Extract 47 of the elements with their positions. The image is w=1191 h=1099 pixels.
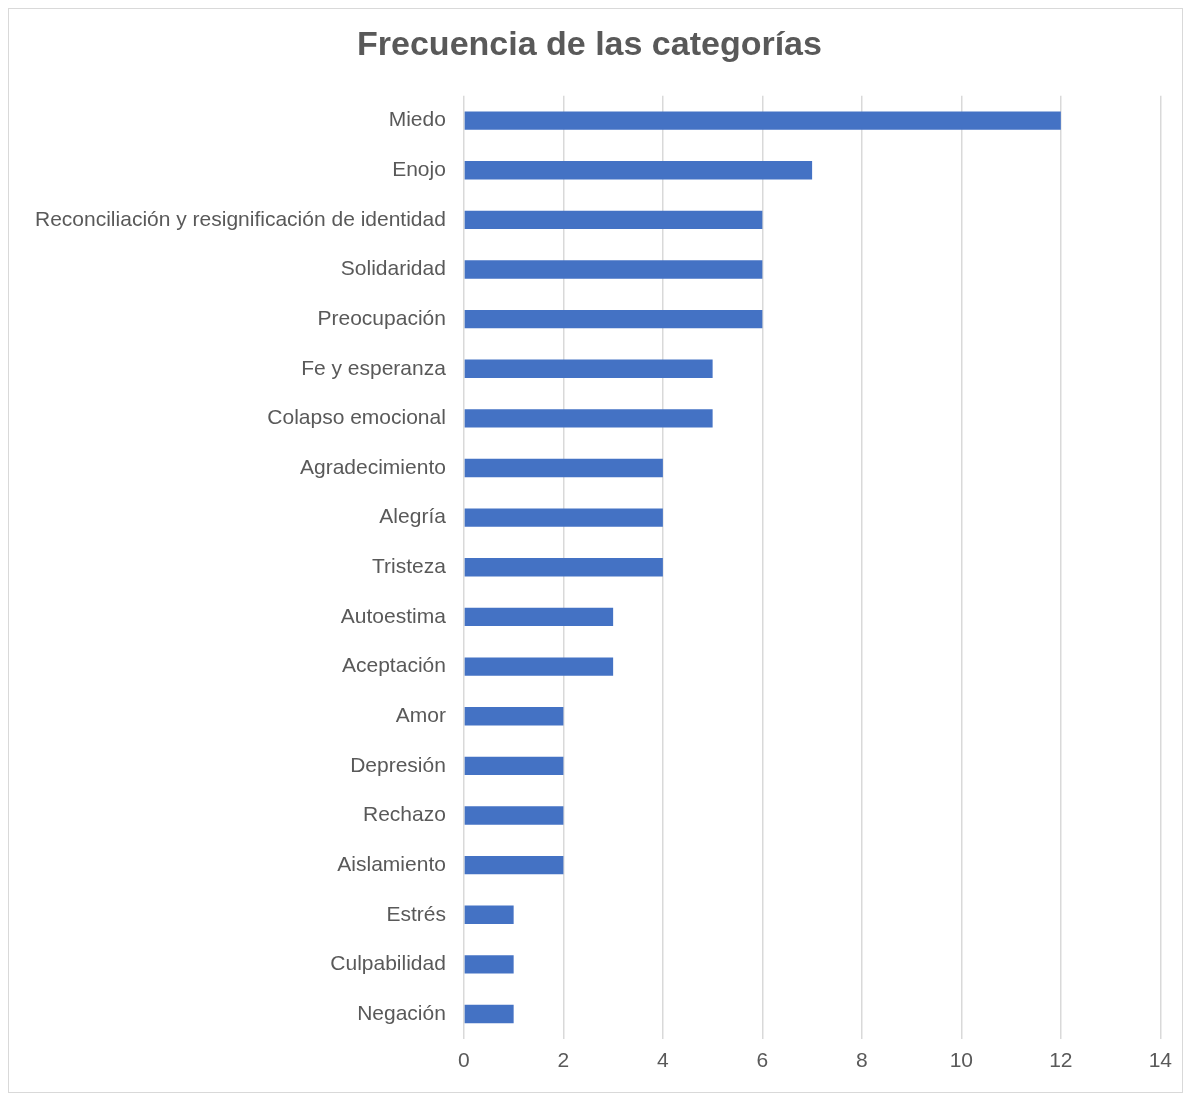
bar xyxy=(464,260,763,279)
bar xyxy=(464,558,663,577)
bar xyxy=(464,657,614,676)
bar xyxy=(464,855,564,875)
x-tick-label: 6 xyxy=(756,1048,769,1072)
bar xyxy=(464,210,763,230)
y-tick-label: Alegría xyxy=(379,504,447,528)
y-tick-label: Negación xyxy=(357,1000,446,1024)
bar xyxy=(464,806,564,825)
y-tick-label: Preocupación xyxy=(317,305,446,329)
y-tick-label: Reconciliación y resignificación de identidad xyxy=(35,206,446,230)
x-tick-label: 0 xyxy=(458,1048,470,1072)
x-tick-label: 10 xyxy=(949,1048,974,1072)
bar xyxy=(464,707,564,726)
y-tick-label: Agradecimiento xyxy=(299,454,446,478)
bar xyxy=(464,409,713,428)
x-tick-label: 14 xyxy=(1148,1048,1173,1072)
bar xyxy=(464,508,663,527)
bar xyxy=(464,1004,514,1024)
x-tick-label: 8 xyxy=(856,1048,868,1072)
bar xyxy=(464,309,763,329)
y-tick-label: Aceptación xyxy=(342,653,446,677)
y-tick-label: Aislamiento xyxy=(337,851,446,875)
y-tick-label: Autoestima xyxy=(340,603,447,627)
y-tick-label: Estrés xyxy=(386,901,446,925)
bar xyxy=(464,905,514,924)
y-tick-label: Enojo xyxy=(392,157,446,181)
y-tick-label: Depresión xyxy=(350,752,446,776)
chart-title: Frecuencia de las categorías xyxy=(357,23,822,62)
y-tick-label: Fe y esperanza xyxy=(301,355,447,379)
y-tick-label: Tristeza xyxy=(372,554,447,578)
bar xyxy=(464,111,1061,130)
y-tick-label: Rechazo xyxy=(363,802,446,826)
y-tick-label: Colapso emocional xyxy=(267,405,446,429)
y-tick-label: Miedo xyxy=(388,107,446,131)
bar xyxy=(464,607,614,627)
x-tick-label: 12 xyxy=(1049,1048,1073,1072)
y-tick-label: Solidaridad xyxy=(340,256,446,280)
x-tick-label: 2 xyxy=(557,1048,570,1072)
bar xyxy=(464,161,813,180)
bar xyxy=(464,756,564,776)
bar xyxy=(464,458,663,478)
bar xyxy=(464,955,514,974)
x-tick-label: 4 xyxy=(657,1048,670,1072)
y-tick-label: Amor xyxy=(395,702,446,726)
bar xyxy=(464,359,713,378)
y-tick-label: Culpabilidad xyxy=(330,951,446,975)
